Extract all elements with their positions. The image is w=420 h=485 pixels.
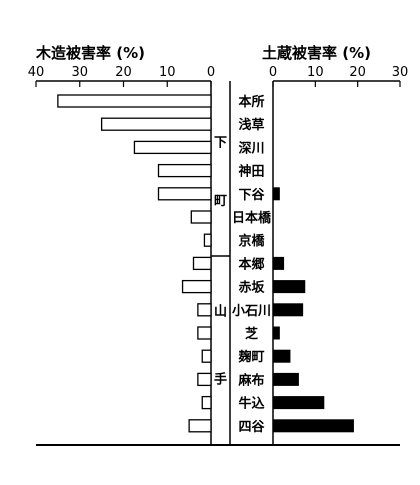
wood-bar-0 bbox=[57, 94, 212, 108]
wood-bar-12 bbox=[197, 372, 212, 387]
wood-bar-4 bbox=[157, 187, 212, 201]
wood-bar-8 bbox=[181, 279, 212, 294]
wood-tick-label: 20 bbox=[115, 65, 132, 80]
wood-tick-label: 10 bbox=[159, 65, 176, 80]
wood-bar-7 bbox=[192, 256, 212, 271]
storehouse-tick-label: 10 bbox=[307, 65, 324, 80]
city-label: 芝 bbox=[245, 326, 258, 342]
wood-bar-13 bbox=[201, 395, 212, 410]
wood-bar-5 bbox=[190, 210, 212, 224]
storehouse-bar-13 bbox=[272, 396, 325, 410]
wood-tick-label: 0 bbox=[207, 65, 215, 80]
city-label: 麻布 bbox=[237, 372, 264, 388]
storehouse-bar-8 bbox=[272, 280, 306, 294]
city-label: 京橋 bbox=[238, 233, 265, 249]
wood-tick-label: 40 bbox=[28, 65, 45, 80]
storehouse-bar-4 bbox=[272, 187, 280, 201]
city-label: 深川 bbox=[238, 140, 264, 156]
region-label: 町 bbox=[214, 194, 227, 209]
storehouse-bar-14 bbox=[272, 419, 354, 433]
wood-bar-2 bbox=[133, 140, 212, 155]
city-label: 小石川 bbox=[232, 304, 271, 319]
city-label: 四谷 bbox=[238, 419, 265, 435]
storehouse-bar-9 bbox=[272, 303, 304, 317]
wood-bar-14 bbox=[188, 419, 212, 433]
region-label: 山 bbox=[214, 303, 227, 319]
storehouse-tick-label: 0 bbox=[269, 65, 277, 80]
wood-tick-label: 30 bbox=[71, 65, 88, 80]
storehouse-bar-11 bbox=[272, 349, 291, 363]
city-label: 麹町 bbox=[237, 349, 264, 365]
city-label: 神田 bbox=[238, 164, 264, 180]
storehouse-bar-12 bbox=[272, 372, 299, 386]
storehouse-bar-10 bbox=[272, 326, 280, 340]
wood-chart-title: 木造被害率 (%) bbox=[35, 44, 145, 62]
city-label: 浅草 bbox=[238, 117, 264, 133]
city-label: 赤坂 bbox=[238, 280, 265, 296]
wood-bar-10 bbox=[197, 326, 212, 340]
wood-bar-11 bbox=[201, 349, 212, 363]
storehouse-tick-label: 30 bbox=[392, 65, 409, 80]
city-label: 本郷 bbox=[238, 256, 264, 272]
region-label: 手 bbox=[214, 372, 227, 388]
wood-bar-6 bbox=[203, 233, 212, 247]
storehouse-bar-7 bbox=[272, 256, 285, 270]
wood-bar-9 bbox=[197, 303, 212, 317]
storehouse-tick-label: 20 bbox=[349, 65, 366, 80]
city-label: 日本橋 bbox=[232, 210, 272, 226]
city-label: 本所 bbox=[238, 94, 264, 110]
city-label: 下谷 bbox=[238, 187, 265, 203]
storehouse-chart-title: 土蔵被害率 (%) bbox=[262, 44, 371, 62]
wood-bar-1 bbox=[100, 117, 212, 131]
wood-bar-3 bbox=[157, 163, 212, 178]
region-label: 下 bbox=[214, 135, 227, 150]
city-label: 牛込 bbox=[238, 396, 265, 412]
